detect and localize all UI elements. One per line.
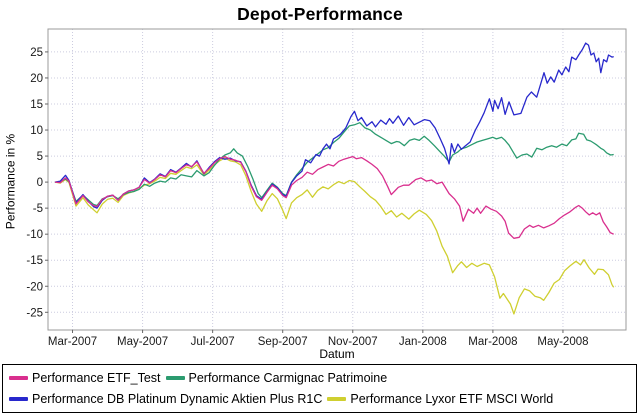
legend-swatch bbox=[9, 376, 28, 381]
x-tick-label: Nov-2007 bbox=[328, 336, 378, 348]
series-line bbox=[54, 42, 614, 209]
y-tick-label: -20 bbox=[26, 281, 43, 293]
y-tick-label: 20 bbox=[30, 73, 43, 85]
x-tick-label: Mar-2007 bbox=[48, 336, 97, 348]
legend-swatch bbox=[165, 376, 185, 381]
legend-item: Performance Lyxor ETF MSCI World bbox=[327, 392, 553, 406]
legend-label: Performance ETF_Test bbox=[32, 371, 161, 386]
y-tick-label: 0 bbox=[37, 177, 43, 189]
y-tick-label: -25 bbox=[26, 307, 43, 319]
legend-item: Performance DB Platinum Dynamic Aktien P… bbox=[9, 392, 322, 406]
series-line bbox=[54, 155, 614, 239]
legend-label: Performance Lyxor ETF MSCI World bbox=[350, 391, 554, 406]
x-tick-label: May-2008 bbox=[537, 336, 588, 348]
x-tick-label: Jul-2007 bbox=[191, 336, 235, 348]
y-tick-label: 5 bbox=[37, 151, 43, 163]
legend-swatch bbox=[327, 396, 347, 401]
legend-label: Performance Carmignac Patrimoine bbox=[188, 371, 388, 386]
plot-border bbox=[47, 28, 627, 331]
x-tick-label: Mar-2008 bbox=[468, 336, 517, 348]
x-axis-label: Datum bbox=[319, 347, 355, 361]
series-line bbox=[54, 122, 614, 207]
x-tick-label: Jan-2008 bbox=[399, 336, 447, 348]
performance-line-chart: 25 20 15 10 5 0 -5 -10 -15 -20 -25 Mar-2007 May-2007… bbox=[26, 28, 627, 348]
legend-label: Performance DB Platinum Dynamic Aktien P… bbox=[32, 391, 323, 406]
legend-item: Performance Carmignac Patrimoine bbox=[165, 371, 388, 386]
chart-legend: Performance ETF_Test Performance Carmigna… bbox=[2, 364, 637, 413]
legend-row: Performance DB Platinum Dynamic Aktien P… bbox=[9, 389, 630, 409]
chart-title: Depot-Performance bbox=[237, 4, 403, 24]
x-tick-label: May-2007 bbox=[117, 336, 168, 348]
legend-row: Performance ETF_Test Performance Carmigna… bbox=[9, 368, 630, 388]
y-tick-label: 10 bbox=[30, 125, 43, 137]
series-line bbox=[54, 157, 615, 315]
y-tick-label: -10 bbox=[26, 229, 43, 241]
y-tick-label: 25 bbox=[30, 47, 43, 59]
y-tick-label: 15 bbox=[30, 99, 43, 111]
x-tick-label: Sep-2007 bbox=[258, 336, 308, 348]
legend-item: Performance ETF_Test bbox=[9, 371, 161, 385]
y-tick-label: -15 bbox=[26, 255, 43, 267]
y-tick-label: -5 bbox=[33, 203, 43, 215]
legend-swatch bbox=[9, 396, 28, 401]
